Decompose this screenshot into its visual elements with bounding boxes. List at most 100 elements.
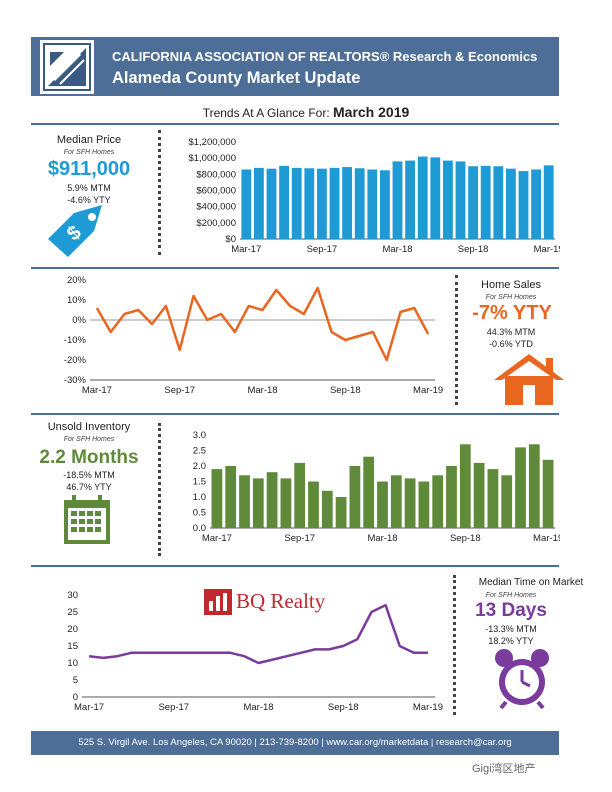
section-rule [31,267,559,269]
divider [455,275,458,405]
house-icon [494,354,564,405]
bar [363,456,375,528]
y-tick-label: $600,000 [196,186,236,197]
y-tick-label: $200,000 [196,218,236,229]
median-price-yty: -4.6% YTY [67,195,111,205]
bar [304,168,315,239]
bar [542,459,554,528]
bar [266,472,278,528]
x-tick-label: Sep-17 [158,702,189,713]
y-tick-label: 3.0 [193,430,206,441]
bar [349,466,361,528]
bar [211,469,223,528]
car-logo [40,40,94,94]
x-tick-label: Mar-19 [533,533,560,544]
y-tick-label: 0.0 [193,523,206,534]
home-sales-chart: -30% -20% -10% 0% 10% 20% Mar-17 Sep-17 Mar-18 Se… [64,275,443,396]
bq-realty-logo: BQ Realty [200,585,340,617]
median-price-label: Median Price [56,134,122,146]
bar [487,469,499,528]
x-tick-label: Sep-17 [164,385,195,396]
home-sales-ytd: -0.6% YTD [489,339,533,349]
x-tick-label: Mar-18 [243,702,273,713]
divider [158,423,161,556]
median-price-mtm: 5.9% MTM [67,183,111,193]
y-tick-label: 20% [67,275,87,286]
bar [354,168,365,239]
bar [367,169,378,239]
bar [329,167,340,239]
calendar-icon [64,495,110,544]
y-tick-label: -30% [64,375,87,386]
home-sales-label: Home Sales [481,279,541,291]
section-rule [31,413,559,415]
bar [280,478,292,528]
bar [279,165,290,239]
wechat-watermark: Gigi湾区地产 [472,763,536,775]
report-title: Alameda County Market Update [112,69,361,87]
y-tick-label: 30 [67,590,78,601]
bar [418,481,430,528]
x-tick-label: Mar-18 [247,385,277,396]
x-tick-label: Sep-18 [458,244,489,255]
bar [405,160,416,239]
y-tick-label: 25 [67,607,78,618]
bar [432,475,444,528]
y-tick-label: 0 [73,692,78,703]
bar [505,168,516,239]
footer-bar: 525 S. Virgil Ave. Los Angeles, CA 90020… [31,731,559,755]
x-tick-label: Mar-19 [534,244,560,255]
x-tick-label: Mar-17 [82,385,112,396]
inventory-label: Unsold Inventory [47,421,131,433]
median-price-value: $911,000 [47,158,131,180]
header-banner [31,37,559,96]
y-tick-label: 0% [72,315,86,326]
y-tick-label: 10 [67,658,78,669]
y-tick-label: $800,000 [196,169,236,180]
divider [158,130,161,255]
y-tick-label: 1.0 [193,492,206,503]
bar [430,157,441,239]
dom-label: Median Time on Market [478,577,584,588]
inventory-mtm: -18.5% MTM [63,470,115,480]
series-line [95,286,430,362]
y-tick-label: 15 [67,641,78,652]
y-tick-label: $1,200,000 [188,137,236,148]
alarm-clock-icon [495,649,549,710]
bar [308,481,319,528]
median-price-chart: $0 $200,000 $400,000 $600,000 $800,000 $1,000… [188,137,560,255]
bar [518,171,529,239]
dom-sub: For SFH Homes [485,592,537,599]
bar [390,475,402,528]
home-sales-sub: For SFH Homes [485,294,537,301]
series-line [88,603,428,665]
x-tick-label: Mar-18 [367,533,397,544]
bar [291,167,302,239]
home-sales-value: -7% YTY [472,302,552,324]
y-tick-label: 10% [67,295,87,306]
bar [266,168,277,239]
inventory-chart: 0.0 0.5 1.0 1.5 2.0 2.5 3.0 Mar-17 Sep-17 Mar-18 S… [193,430,560,544]
y-tick-label: $400,000 [196,202,236,213]
bar [455,161,466,239]
trend-prefix: Trends At A Glance For: [202,106,330,120]
y-tick-label: -10% [64,335,87,346]
y-tick-label: $1,000,000 [188,153,236,164]
bar [241,169,252,239]
y-tick-label: $0 [225,234,236,245]
bar [531,169,542,239]
y-tick-label: 2.5 [193,446,206,457]
x-tick-label: Mar-17 [74,702,104,713]
org-name: CALIFORNIA ASSOCIATION OF REALTORS® Rese… [112,49,538,64]
x-tick-label: Mar-17 [202,533,232,544]
y-tick-label: 5 [73,675,78,686]
bar [316,168,327,239]
y-tick-label: 1.5 [193,477,206,488]
divider [453,575,456,715]
y-tick-label: -20% [64,355,87,366]
bar [480,165,491,239]
bar [239,475,250,528]
bar [342,167,353,239]
bar [515,447,526,528]
bar [446,466,457,528]
